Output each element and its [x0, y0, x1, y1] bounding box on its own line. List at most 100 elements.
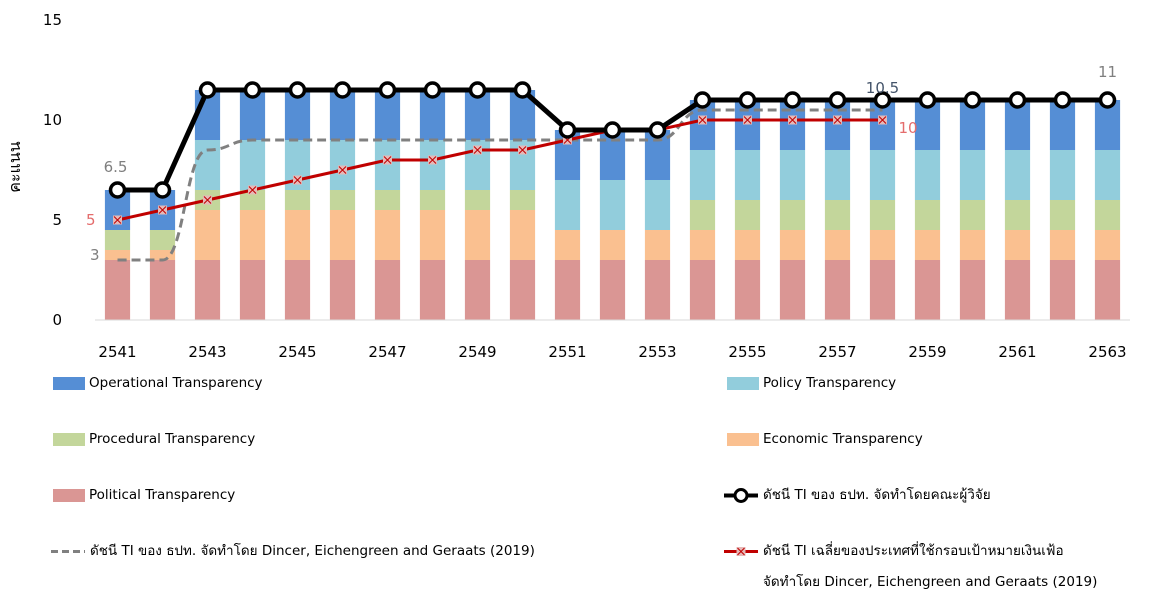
bar-segment-procedural-transparency [239, 190, 266, 210]
line-ti-avg-marker-x [878, 116, 887, 124]
bar-segment-economic-transparency [734, 230, 761, 260]
bar-segment-political-transparency [644, 260, 671, 320]
line-ti-avg-marker-x [518, 146, 527, 154]
line-ti-researchers-marker [558, 121, 577, 139]
bar-segment-procedural-transparency [149, 230, 176, 250]
bar-segment-policy-transparency [869, 150, 896, 200]
bar-segment-policy-transparency [959, 150, 986, 200]
line-ti-researchers-marker [648, 121, 667, 139]
bar-segment-political-transparency [329, 260, 356, 320]
bar-segment-economic-transparency [1004, 230, 1031, 260]
y-tick-label: 0 [52, 311, 62, 329]
bar-segment-economic-transparency [329, 210, 356, 260]
bar-segment-economic-transparency [689, 230, 716, 260]
bar-segment-policy-transparency [779, 150, 806, 200]
line-ti-avg-marker-x [248, 186, 257, 194]
data-label: 6.5 [104, 158, 128, 176]
bar-segment-political-transparency [239, 260, 266, 320]
data-label: 10.5 [866, 79, 899, 97]
bar-segment-policy-transparency [914, 150, 941, 200]
line-ti-avg-marker-x [428, 156, 437, 164]
bar-segment-political-transparency [374, 260, 401, 320]
line-ti-researchers-marker [198, 81, 217, 99]
line-ti-avg-marker-x [383, 156, 392, 164]
bar-segment-political-transparency [149, 260, 176, 320]
stacked-bars [104, 90, 1121, 320]
x-tick-label: 2557 [818, 343, 856, 361]
bar-segment-economic-transparency [824, 230, 851, 260]
data-label: 10 [899, 119, 918, 137]
data-label: 11 [1098, 63, 1117, 81]
x-tick-label: 2541 [98, 343, 136, 361]
bar-segment-political-transparency [194, 260, 221, 320]
x-tick-label: 2553 [638, 343, 676, 361]
bar-segment-economic-transparency [149, 250, 176, 260]
bar-segment-procedural-transparency [734, 200, 761, 230]
bar-segment-policy-transparency [374, 140, 401, 190]
bar-segment-policy-transparency [599, 180, 626, 230]
bar-segment-policy-transparency [329, 140, 356, 190]
bar-segment-procedural-transparency [374, 190, 401, 210]
data-label: 3 [90, 246, 100, 264]
bar-segment-political-transparency [419, 260, 446, 320]
line-ti-researchers-marker [153, 181, 172, 199]
bar-segment-political-transparency [824, 260, 851, 320]
bar-segment-political-transparency [779, 260, 806, 320]
bar-segment-procedural-transparency [329, 190, 356, 210]
line-ti-researchers-marker [468, 81, 487, 99]
line-ti-researchers-marker [603, 121, 622, 139]
line-ti-avg-marker-x [113, 216, 122, 224]
bar-segment-political-transparency [554, 260, 581, 320]
bar-segment-economic-transparency [1094, 230, 1121, 260]
bar-segment-economic-transparency [509, 210, 536, 260]
bar-segment-economic-transparency [869, 230, 896, 260]
bar-segment-political-transparency [914, 260, 941, 320]
line-ti-avg-marker-x [698, 116, 707, 124]
bar-segment-policy-transparency [734, 150, 761, 200]
bar-segment-economic-transparency [644, 230, 671, 260]
line-ti-researchers-marker [333, 81, 352, 99]
bar-segment-policy-transparency [1004, 150, 1031, 200]
bar-segment-political-transparency [599, 260, 626, 320]
line-ti-researchers-marker [873, 91, 892, 109]
bar-segment-economic-transparency [374, 210, 401, 260]
bar-segment-procedural-transparency [1049, 200, 1076, 230]
bar-segment-economic-transparency [284, 210, 311, 260]
bar-segment-procedural-transparency [869, 200, 896, 230]
bar-segment-economic-transparency [419, 210, 446, 260]
line-ti-avg-marker-x [158, 206, 167, 214]
bar-segment-political-transparency [1004, 260, 1031, 320]
line-ti-researchers-marker [513, 81, 532, 99]
bar-segment-political-transparency [734, 260, 761, 320]
bar-segment-procedural-transparency [509, 190, 536, 210]
bar-segment-policy-transparency [1049, 150, 1076, 200]
x-axis-ticks: 2541 2543 2545 2547 2549 2551 2553 2555 2557 2559… [98, 343, 1126, 361]
x-tick-label: 2561 [998, 343, 1036, 361]
bar-segment-economic-transparency [914, 230, 941, 260]
bar-segment-policy-transparency [824, 150, 851, 200]
bar-segment-procedural-transparency [104, 230, 131, 250]
bar-segment-policy-transparency [644, 180, 671, 230]
data-label: 5 [86, 211, 96, 229]
line-ti-researchers-marker [108, 181, 127, 199]
line-ti-researchers-marker [828, 91, 847, 109]
line-ti-researchers-marker [693, 91, 712, 109]
line-ti-avg-marker-x [293, 176, 302, 184]
x-tick-label: 2551 [548, 343, 586, 361]
data-annotations: 6.5 5 3 10.5 10 11 [86, 63, 1117, 264]
line-ti-avg-marker-x [473, 146, 482, 154]
bar-segment-economic-transparency [554, 230, 581, 260]
line-ti-researchers-marker [378, 81, 397, 99]
line-ti-researchers-marker [783, 91, 802, 109]
bar-segment-policy-transparency [194, 140, 221, 190]
bar-segment-procedural-transparency [284, 190, 311, 210]
y-tick-label: 15 [43, 11, 62, 29]
bar-segment-procedural-transparency [1094, 200, 1121, 230]
line-ti-avg-marker-x [338, 166, 347, 174]
y-tick-label: 5 [52, 211, 62, 229]
bar-segment-political-transparency [869, 260, 896, 320]
line-ti-researchers-marker [918, 91, 937, 109]
bar-segment-procedural-transparency [1004, 200, 1031, 230]
bar-segment-economic-transparency [1049, 230, 1076, 260]
